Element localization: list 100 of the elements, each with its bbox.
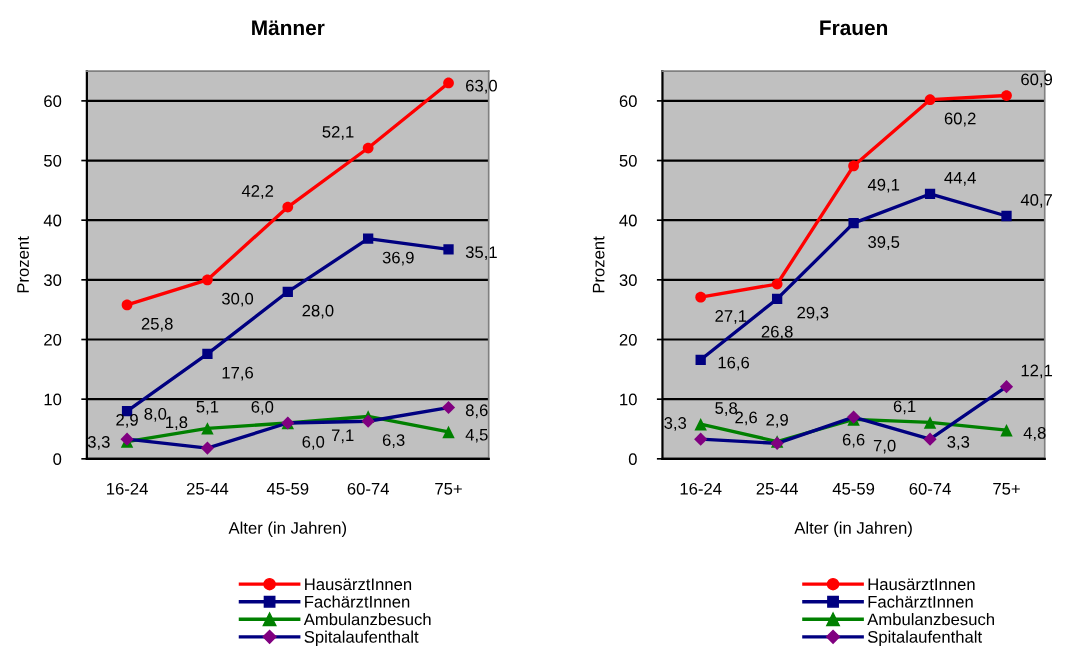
point	[924, 188, 936, 200]
x-tick-label: 25-44	[186, 482, 229, 495]
legend-label: Ambulanzbesuch	[867, 613, 994, 626]
data-label: 39,5	[868, 236, 900, 250]
legend-label: HausärztInnen	[305, 578, 412, 591]
data-label: 49,1	[867, 178, 900, 193]
data-label: 60,2	[944, 112, 976, 127]
point	[121, 299, 133, 311]
x-axis-title: Alter (in Jahren)	[228, 521, 347, 538]
data-label: 42,2	[241, 185, 274, 199]
x-tick-label: 25-44	[756, 482, 798, 495]
data-label: 6,1	[893, 400, 916, 415]
chart-title: Männer	[252, 20, 325, 36]
point	[848, 160, 859, 172]
y-tick-label: 20	[619, 333, 637, 346]
data-label: 6,0	[251, 400, 274, 415]
point	[202, 348, 213, 359]
data-label: 6,6	[842, 433, 865, 448]
legend-label: Ambulanzbesuch	[303, 613, 431, 626]
point	[363, 233, 374, 244]
y-tick-label: 20	[44, 333, 62, 346]
data-label: 2,9	[766, 413, 788, 428]
data-label: 7,0	[873, 439, 896, 454]
data-label: 29,3	[797, 306, 829, 321]
x-tick-label: 16-24	[107, 482, 148, 495]
y-tick-label: 10	[44, 393, 62, 406]
point	[441, 400, 456, 415]
legend-label: FachärztInnen	[305, 595, 410, 608]
point	[848, 218, 859, 229]
data-label: 4,5	[465, 428, 488, 443]
x-tick-label: 75+	[435, 483, 462, 495]
y-axis-title: Prozent	[17, 236, 29, 293]
data-label: 17,6	[222, 366, 254, 381]
data-label: 2,9	[116, 413, 138, 428]
y-tick-label: 40	[619, 214, 637, 227]
data-label: 1,8	[166, 416, 188, 431]
data-label: 52,1	[322, 125, 354, 140]
point	[443, 77, 454, 89]
legend-label: HausärztInnen	[868, 578, 975, 591]
y-tick-label: 60	[619, 95, 637, 108]
point	[282, 286, 293, 297]
data-label: 8,0	[144, 407, 167, 422]
data-label: 3,3	[947, 435, 970, 450]
data-label: 28,0	[302, 304, 334, 319]
data-label: 16,6	[718, 356, 750, 371]
data-label: 5,8	[715, 402, 738, 416]
y-axis-title: Prozent	[592, 236, 605, 293]
data-label: 12,1	[1021, 364, 1053, 379]
chart-title: Frauen	[820, 20, 888, 36]
data-label: 8,6	[465, 404, 488, 419]
y-tick-label: 0	[628, 453, 637, 466]
point	[361, 414, 375, 428]
point	[1001, 210, 1012, 222]
data-label: 30,0	[221, 292, 254, 307]
point	[923, 432, 937, 446]
point	[771, 293, 783, 305]
legend-label: FachärztInnen	[868, 595, 973, 608]
y-tick-label: 30	[43, 274, 62, 287]
point	[924, 94, 936, 106]
data-label: 2,6	[735, 411, 757, 426]
data-label: 6,0	[302, 435, 325, 450]
point	[1000, 423, 1013, 437]
y-tick-label: 50	[44, 154, 62, 167]
y-tick-label: 10	[620, 393, 637, 406]
y-tick-label: 40	[43, 214, 62, 227]
data-label: 44,4	[944, 172, 976, 186]
x-tick-label: 16-24	[680, 482, 722, 495]
data-label: 35,1	[465, 246, 497, 261]
x-tick-label: 60-74	[909, 482, 951, 495]
point	[695, 354, 706, 365]
data-label: 25,8	[141, 317, 173, 332]
x-tick-label: 45-59	[832, 482, 875, 495]
y-tick-label: 0	[53, 453, 62, 466]
x-tick-label: 60-74	[347, 482, 389, 495]
point	[202, 274, 213, 286]
point	[694, 432, 708, 446]
point	[282, 201, 294, 213]
point	[923, 416, 937, 429]
y-tick-label: 50	[619, 154, 637, 167]
legend-label: Spitalaufenthalt	[304, 630, 419, 647]
data-label: 27,1	[715, 310, 747, 324]
data-label: 3,3	[87, 435, 110, 450]
data-label: 26,8	[761, 325, 793, 340]
data-label: 4,8	[1023, 427, 1046, 441]
point	[201, 422, 214, 435]
point	[695, 291, 707, 303]
legend-label: Spitalaufenthalt	[867, 630, 982, 647]
point	[200, 441, 215, 455]
y-tick-label: 30	[619, 274, 637, 287]
point	[442, 425, 455, 439]
data-label: 40,7	[1020, 193, 1052, 208]
data-label: 5,1	[196, 400, 219, 415]
y-tick-label: 60	[44, 95, 62, 108]
data-label: 63,0	[466, 79, 497, 94]
data-label: 6,3	[382, 434, 405, 448]
point	[362, 142, 374, 154]
x-axis-title: Alter (in Jahren)	[794, 521, 912, 538]
point	[999, 380, 1014, 394]
data-label: 3,3	[664, 417, 687, 431]
point	[443, 244, 454, 255]
